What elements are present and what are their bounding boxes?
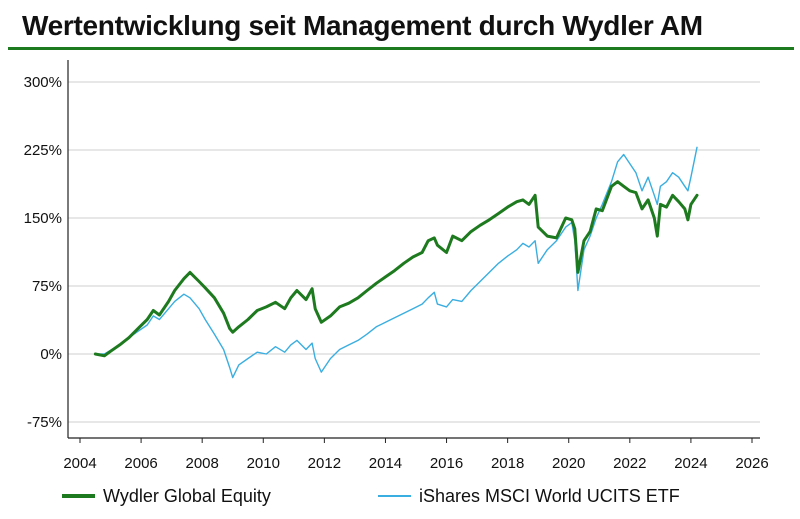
- y-tick-label: 75%: [32, 278, 62, 295]
- series-line-wydler: [93, 180, 699, 358]
- title-underline: [8, 47, 794, 50]
- x-tick-label: 2010: [247, 455, 280, 472]
- x-tick-label: 2016: [430, 455, 463, 472]
- legend: Wydler Global Equity iShares MSCI World …: [0, 484, 800, 508]
- x-tick-label: 2022: [613, 455, 646, 472]
- legend-item-wydler: Wydler Global Equity: [62, 484, 271, 508]
- legend-swatch-wydler: [62, 494, 95, 498]
- x-tick-label: 2026: [735, 455, 768, 472]
- y-tick-label: 225%: [24, 142, 62, 159]
- x-tick-label: 2004: [63, 455, 96, 472]
- legend-swatch-ishares: [378, 495, 411, 497]
- x-tick-label: 2006: [124, 455, 157, 472]
- chart-axes: [67, 60, 760, 443]
- x-tick-label: 2024: [674, 455, 707, 472]
- legend-item-ishares: iShares MSCI World UCITS ETF: [378, 484, 680, 508]
- x-tick-label: 2018: [491, 455, 524, 472]
- y-tick-label: -75%: [27, 414, 62, 431]
- chart-title: Wertentwicklung seit Management durch Wy…: [22, 10, 703, 41]
- x-tick-label: 2008: [185, 455, 218, 472]
- y-tick-label: 300%: [24, 74, 62, 91]
- y-tick-label: 0%: [40, 346, 62, 363]
- y-tick-label: 150%: [24, 210, 62, 227]
- y-tick-labels: -75% 0% 75% 150% 225% 300%: [24, 74, 62, 431]
- x-tick-labels: 2004 2006 2008 2010 2012 2014 2016 2018 2020 2022…: [63, 455, 768, 472]
- x-tick-label: 2012: [308, 455, 341, 472]
- x-tick-label: 2020: [552, 455, 585, 472]
- grid-lines: [68, 81, 760, 423]
- series-lines: [93, 146, 699, 379]
- legend-label-wydler: Wydler Global Equity: [103, 485, 271, 506]
- x-tick-label: 2014: [369, 455, 402, 472]
- legend-label-ishares: iShares MSCI World UCITS ETF: [419, 485, 680, 506]
- series-line-ishares: [94, 146, 698, 379]
